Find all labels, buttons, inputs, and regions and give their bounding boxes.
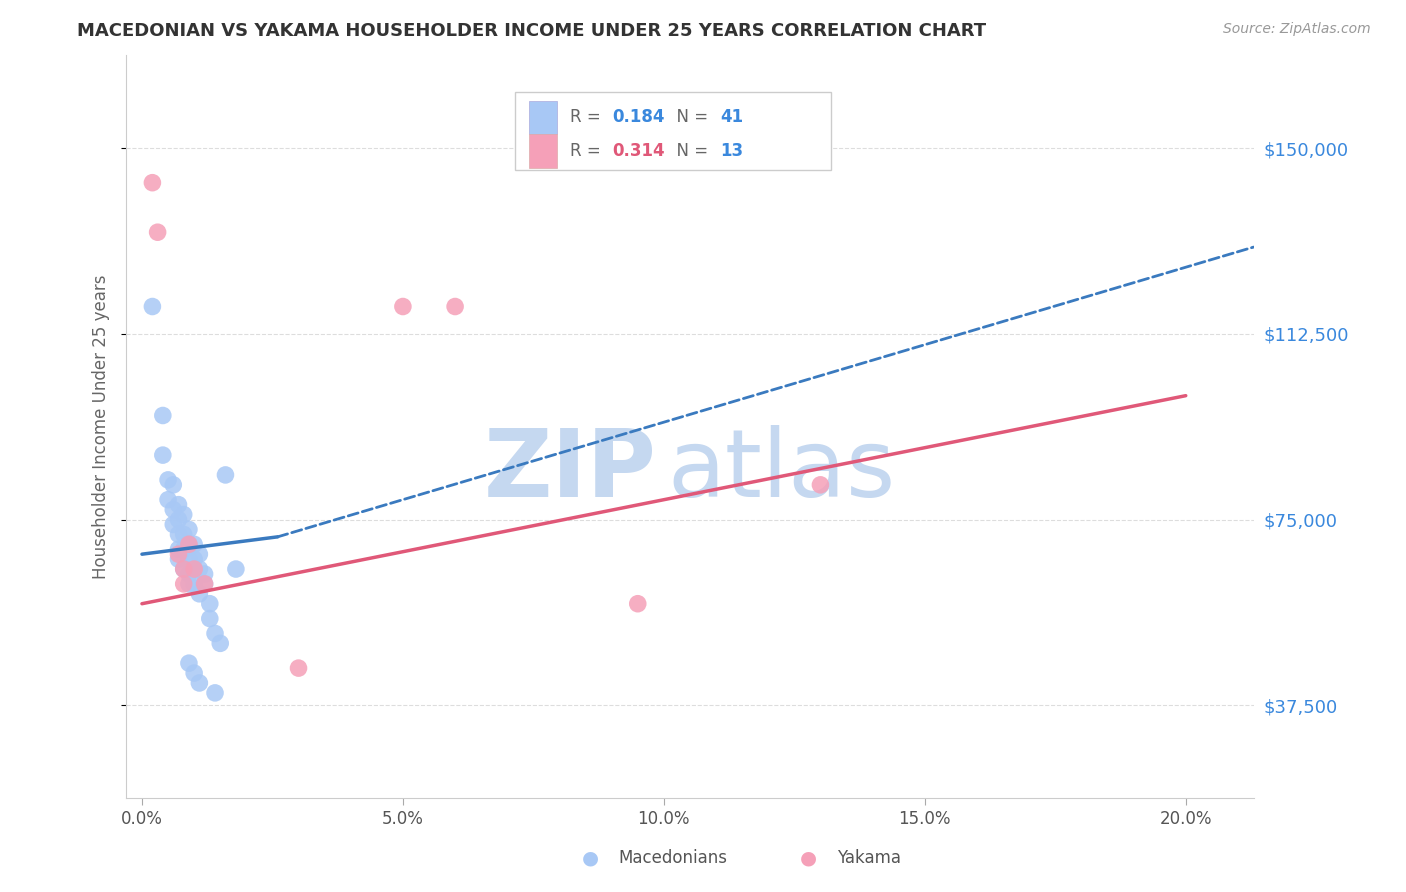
Point bbox=[177, 566, 200, 581]
Point bbox=[162, 517, 184, 532]
FancyBboxPatch shape bbox=[529, 101, 557, 134]
Point bbox=[287, 661, 309, 675]
Point bbox=[167, 552, 190, 566]
Point bbox=[167, 542, 190, 557]
Point bbox=[157, 492, 180, 507]
Point bbox=[183, 562, 205, 576]
Point bbox=[173, 508, 195, 522]
Point bbox=[173, 577, 195, 591]
Point bbox=[177, 577, 200, 591]
Point bbox=[141, 300, 163, 314]
FancyBboxPatch shape bbox=[529, 134, 557, 168]
Point bbox=[183, 552, 205, 566]
Point bbox=[183, 577, 205, 591]
Point bbox=[194, 577, 217, 591]
Point bbox=[167, 498, 190, 512]
Point bbox=[183, 666, 205, 681]
Point bbox=[198, 611, 221, 625]
Point bbox=[194, 566, 217, 581]
Point bbox=[177, 523, 200, 537]
Text: N =: N = bbox=[666, 108, 714, 127]
Point bbox=[177, 552, 200, 566]
Text: 13: 13 bbox=[720, 142, 744, 160]
Point bbox=[162, 502, 184, 516]
Text: ●: ● bbox=[800, 848, 817, 867]
Point bbox=[146, 225, 169, 239]
Text: 0.314: 0.314 bbox=[612, 142, 665, 160]
FancyBboxPatch shape bbox=[515, 92, 831, 170]
Point bbox=[214, 467, 236, 482]
Point bbox=[444, 300, 467, 314]
Point bbox=[183, 537, 205, 551]
Point bbox=[209, 636, 232, 650]
Point bbox=[152, 409, 174, 423]
Point bbox=[204, 626, 226, 640]
Point bbox=[173, 562, 195, 576]
Text: Macedonians: Macedonians bbox=[619, 849, 728, 867]
Point bbox=[627, 597, 650, 611]
Text: Yakama: Yakama bbox=[837, 849, 901, 867]
Point bbox=[177, 537, 200, 551]
Point bbox=[177, 656, 200, 670]
Point bbox=[194, 577, 217, 591]
Point bbox=[162, 478, 184, 492]
Point bbox=[173, 527, 195, 541]
Text: 41: 41 bbox=[720, 108, 744, 127]
Point bbox=[204, 686, 226, 700]
Point bbox=[198, 597, 221, 611]
Point bbox=[173, 542, 195, 557]
Text: MACEDONIAN VS YAKAMA HOUSEHOLDER INCOME UNDER 25 YEARS CORRELATION CHART: MACEDONIAN VS YAKAMA HOUSEHOLDER INCOME … bbox=[77, 22, 987, 40]
Text: Source: ZipAtlas.com: Source: ZipAtlas.com bbox=[1223, 22, 1371, 37]
Text: ZIP: ZIP bbox=[484, 425, 657, 517]
Point bbox=[167, 547, 190, 561]
Point bbox=[188, 587, 211, 601]
Point bbox=[188, 547, 211, 561]
Point bbox=[173, 562, 195, 576]
Point bbox=[188, 562, 211, 576]
Point bbox=[392, 300, 415, 314]
Point bbox=[183, 562, 205, 576]
Point bbox=[225, 562, 247, 576]
Text: R =: R = bbox=[571, 108, 606, 127]
Text: ●: ● bbox=[582, 848, 599, 867]
Point bbox=[167, 512, 190, 526]
Point bbox=[157, 473, 180, 487]
Text: R =: R = bbox=[571, 142, 606, 160]
Point bbox=[188, 676, 211, 690]
Text: 0.184: 0.184 bbox=[612, 108, 665, 127]
Text: N =: N = bbox=[666, 142, 714, 160]
Point bbox=[810, 478, 832, 492]
Point bbox=[167, 527, 190, 541]
Point bbox=[141, 176, 163, 190]
Text: atlas: atlas bbox=[668, 425, 896, 517]
Point bbox=[177, 537, 200, 551]
Y-axis label: Householder Income Under 25 years: Householder Income Under 25 years bbox=[93, 275, 110, 579]
Point bbox=[152, 448, 174, 462]
